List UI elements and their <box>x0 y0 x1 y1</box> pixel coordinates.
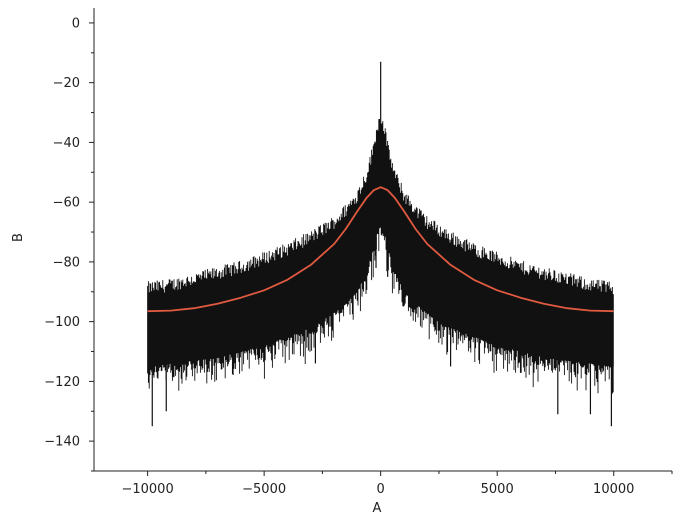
y-tick-label: −120 <box>44 375 80 390</box>
fit-curve-series <box>147 186 614 313</box>
axes <box>93 8 672 472</box>
y-tick-label: −100 <box>44 315 80 330</box>
plot-area <box>147 61 614 427</box>
y-tick-label: −140 <box>44 435 80 450</box>
x-axis-title: A <box>373 501 382 516</box>
y-tick-label: −60 <box>53 196 80 211</box>
y-axis-title: B <box>11 233 26 242</box>
x-tick-label: 5000 <box>481 482 514 497</box>
noise-texture <box>147 119 614 394</box>
x-tick-label: −5000 <box>242 482 286 497</box>
ticks: 0 −20 −40 −60 −80 −100 −120 −140 −10000 −5000 0 500… <box>44 16 673 497</box>
x-tick-label: 10000 <box>593 482 634 497</box>
x-tick-label: 0 <box>377 482 385 497</box>
y-tick-label: −20 <box>53 76 80 91</box>
y-tick-label: 0 <box>72 16 80 31</box>
y-tick-label: −40 <box>53 136 80 151</box>
y-tick-label: −80 <box>53 255 80 270</box>
x-tick-label: −10000 <box>121 482 173 497</box>
